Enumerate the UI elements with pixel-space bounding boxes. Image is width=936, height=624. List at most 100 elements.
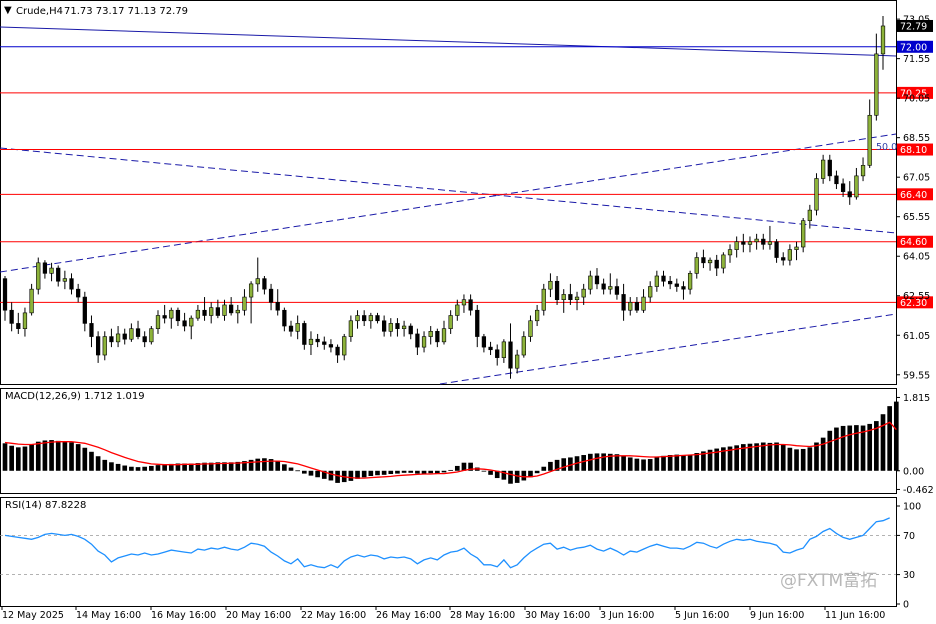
macd-bar [541,466,547,471]
macd-bar [375,470,380,476]
macd-bar [182,463,187,471]
level-tag-64.60 [897,235,933,248]
symbol-title: Crude,H4 [16,6,63,17]
macd-bar [248,459,254,471]
candle-bear [488,346,493,351]
candle-bull [687,273,693,290]
candle-bull [561,294,566,300]
price-tick-label: 68.55 [903,133,930,144]
candle-bull [588,275,593,290]
macd-bar [760,442,766,471]
candle-bull [36,262,41,290]
candle-bear [395,323,400,329]
macd-bar [401,470,407,473]
level-label-64.60: 64.60 [900,237,927,248]
macd-bar [15,447,21,471]
macd-bar [408,470,414,473]
macd-bar [222,462,227,471]
price-tick-label: 70.05 [903,94,930,105]
rsi-title: RSI(14) 87.8228 [5,500,86,511]
level-label-68.10: 68.10 [900,145,927,156]
candle-bull [860,165,866,177]
candle-bull [581,288,586,298]
candle-bull [255,278,260,285]
price-tick-label: 71.55 [903,54,930,65]
candle-bull [548,280,553,290]
macd-bar [674,454,680,471]
macd-bar [468,462,473,471]
candle-bear [435,331,440,343]
price-tick-label: 64.05 [903,252,930,263]
candle-bull [448,315,453,329]
macd-bar [388,470,394,475]
macd-bar [102,459,108,471]
macd-title: MACD(12,26,9) 1.712 1.019 [5,391,145,402]
candle-bull [388,323,393,332]
time-tick-label: 12 May 2025 [2,610,64,621]
macd-bar [867,423,873,471]
macd-bar [554,459,560,471]
candle-bull [574,296,580,300]
candle-bear [142,336,147,343]
macd-bar [734,445,739,471]
macd-bar [82,447,88,471]
candle-bull [189,317,194,327]
candle-bear [202,309,207,316]
rsi-tick-label: 70 [903,531,915,542]
candle-bull [348,320,354,337]
macd-bar [568,457,573,471]
candle-bull [727,249,733,256]
macd-bar [142,466,148,471]
macd-bar [740,444,746,471]
macd-bar [435,470,440,474]
candle-bear [82,296,87,324]
macd-bar [701,451,706,471]
macd-bar [395,470,400,474]
level-tag-72.00 [897,40,933,53]
trendline-descending [0,147,897,234]
macd-bar [129,466,134,471]
candle-bear [674,283,679,287]
candle-bull [747,241,753,245]
macd-bar [501,470,507,480]
macd-bar [601,453,606,471]
macd-bar [315,470,320,478]
candle-bear [475,309,480,337]
candle-bull [641,296,646,311]
level-tag-66.40 [897,188,933,201]
candle-bull [149,328,154,343]
candle-bear [495,349,500,358]
candle-bull [102,336,107,356]
candle-bear [322,341,327,345]
macd-bar [661,455,666,471]
candle-bear [2,278,8,311]
macd-bar [641,459,646,471]
candle-bear [840,183,846,192]
macd-bar [348,470,354,481]
macd-bar [262,458,267,471]
candle-bull [515,354,520,369]
macd-bar [42,440,48,471]
candle-bull [308,338,314,345]
candle-bear [827,159,832,177]
candle-bear [774,241,779,258]
macd-bar [707,449,713,471]
trendlines[interactable] [0,26,897,385]
candle-bull [501,341,506,358]
candle-bull [628,302,633,311]
macd-bar [175,463,181,471]
macd-bar [228,462,234,471]
macd-bar [115,463,121,471]
candle-bull [195,309,201,319]
macd-bar [787,447,793,471]
rsi-line [4,517,890,569]
collapse-triangle-icon[interactable]: ▼ [4,5,12,16]
macd-bar [681,455,686,471]
horizontal-levels[interactable]: 72.00 70.25 68.10 66.40 64.60 62.30 [0,40,933,309]
candle-bear [95,336,101,356]
candle-bear [714,259,719,269]
candle-bull [807,209,812,221]
candle-bull [421,336,427,348]
macd-bar [727,446,733,471]
